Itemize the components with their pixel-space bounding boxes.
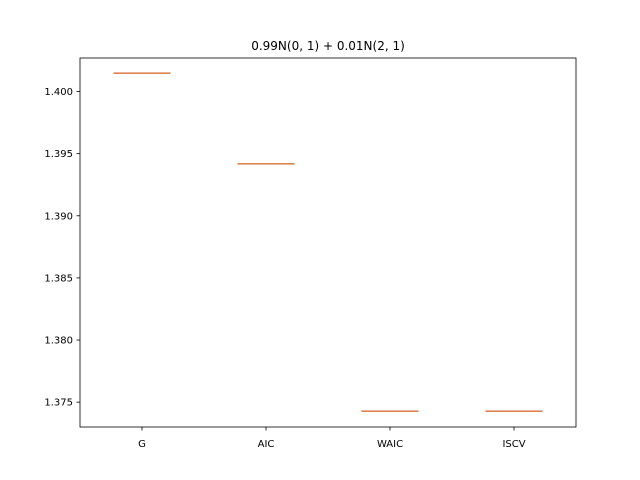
y-axis: 1.375 1.380 1.385 1.390 1.395 1.400 (44, 87, 80, 409)
x-tick-label: G (138, 439, 146, 450)
x-tick-label: ISCV (502, 439, 525, 450)
plot-area (113, 72, 543, 413)
y-tick-label: 1.390 (44, 211, 73, 222)
y-tick-label: 1.400 (44, 87, 73, 98)
x-tick-label: AIC (258, 439, 275, 450)
axes-frame (79, 57, 577, 428)
y-tick-label: 1.375 (44, 398, 73, 409)
y-tick-label: 1.395 (44, 149, 73, 160)
x-axis: G AIC WAIC ISCV (138, 427, 526, 450)
x-tick-label: WAIC (377, 439, 403, 450)
chart-title: 0.99N(0, 1) + 0.01N(2, 1) (251, 39, 405, 53)
y-tick-label: 1.385 (44, 273, 73, 284)
y-tick-label: 1.380 (44, 336, 73, 347)
